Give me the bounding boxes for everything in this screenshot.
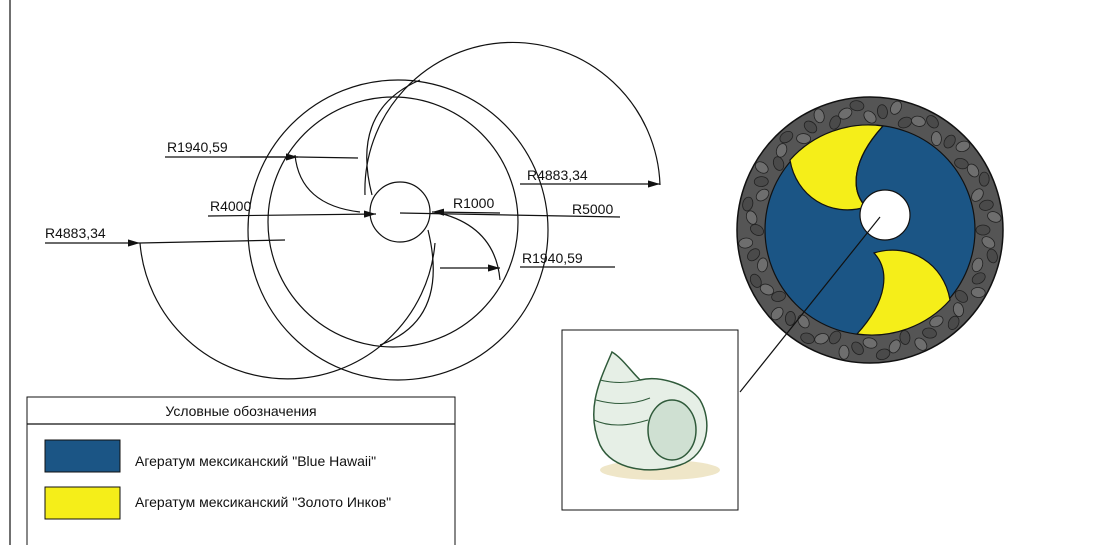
stone: [922, 327, 937, 339]
shell-picture: [561, 329, 739, 511]
stone: [979, 199, 994, 211]
stone: [929, 315, 944, 328]
stone: [911, 115, 926, 127]
stone: [987, 211, 1002, 223]
stone: [757, 257, 768, 273]
stone: [978, 171, 990, 187]
stone: [803, 120, 818, 134]
stone: [738, 237, 754, 249]
stone: [849, 100, 865, 112]
curve: [366, 79, 421, 196]
dimension-label: R4883,34: [45, 225, 106, 241]
center-circle: [369, 181, 431, 243]
stone: [952, 302, 964, 317]
stone: [888, 339, 901, 354]
stone: [829, 115, 841, 130]
curve: [294, 154, 361, 213]
dimension-label: R5000: [572, 201, 613, 217]
legend-swatch: [44, 486, 121, 520]
stone: [981, 236, 996, 249]
stone: [775, 143, 788, 158]
stone: [784, 311, 796, 326]
stone: [838, 344, 850, 360]
stone: [954, 290, 969, 303]
stone: [966, 163, 980, 178]
legend-label: Агератум мексиканский "Золото Инков": [135, 494, 391, 510]
stone: [753, 176, 769, 188]
shell-lines: [593, 379, 651, 426]
center-circle: [859, 189, 911, 241]
stone: [914, 337, 928, 351]
stone: [971, 257, 984, 273]
dimension-line: [207, 210, 377, 218]
stone: [754, 161, 769, 174]
stone: [863, 110, 877, 124]
stone: [838, 107, 853, 120]
stone: [943, 134, 956, 149]
legend-title: Условные обозначения: [165, 403, 316, 419]
legend: Условные обозначения Агератум мексиканск…: [26, 396, 456, 545]
stone: [797, 314, 810, 329]
stone: [890, 100, 902, 115]
stones: [738, 100, 1002, 361]
stone: [828, 330, 842, 345]
stone: [770, 307, 784, 321]
dimension-label: R1940,59: [522, 250, 583, 266]
shell-opening: [647, 399, 697, 461]
stone: [800, 332, 815, 344]
plan-drawing: [139, 41, 661, 381]
stone: [771, 290, 786, 302]
yellow-area: [855, 249, 951, 336]
stone: [876, 104, 888, 120]
stone: [862, 337, 878, 349]
curve: [434, 211, 501, 281]
stone: [955, 140, 971, 153]
outer-circle: [247, 79, 549, 381]
stone: [747, 248, 761, 262]
inner-circle: [267, 96, 519, 348]
stone: [970, 287, 986, 298]
stone: [772, 156, 785, 171]
stone: [814, 333, 829, 345]
stone: [875, 348, 891, 361]
legend-label: Агератум мексиканский "Blue Hawaii": [135, 453, 376, 469]
stone: [947, 315, 960, 330]
stone: [759, 283, 775, 296]
stone: [931, 131, 942, 146]
dimension-line: [431, 208, 501, 216]
stone: [779, 131, 794, 144]
stone: [975, 224, 991, 236]
leader-line: [739, 216, 881, 393]
stone: [851, 341, 864, 356]
legend-swatch: [44, 439, 121, 473]
stone: [745, 210, 758, 225]
stone: [755, 188, 770, 202]
spiral-arc: [364, 41, 661, 196]
dimension-label: R1940,59: [167, 139, 228, 155]
stone: [971, 272, 986, 285]
stone: [813, 108, 825, 124]
spiral-arc: [139, 242, 436, 380]
stone: [749, 273, 762, 288]
curve: [379, 229, 434, 346]
stone: [926, 115, 939, 129]
stone: [986, 248, 998, 264]
stone: [971, 188, 984, 202]
dimensions: R1940,59 R4000 R1000 R5000 R4883,34 R488…: [45, 139, 660, 272]
stone: [750, 224, 764, 236]
dimension-line: [399, 212, 621, 218]
dimension-label: R4000: [210, 198, 251, 214]
divider: [855, 125, 884, 208]
dimension-line: [139, 239, 286, 244]
stone: [742, 196, 754, 212]
stone: [796, 133, 811, 144]
dimension-label: R4883,34: [527, 167, 588, 183]
dimension-label: R1000: [453, 195, 494, 211]
